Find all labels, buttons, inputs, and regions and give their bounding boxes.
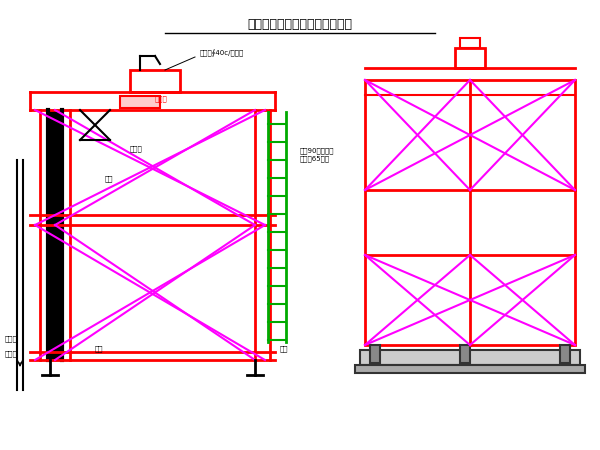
Text: 分水器: 分水器 xyxy=(155,95,168,102)
Text: 底架: 底架 xyxy=(95,345,104,351)
Text: 分风器: 分风器 xyxy=(130,145,143,152)
Text: 简易多功能作业台架结构示意图: 简易多功能作业台架结构示意图 xyxy=(248,18,353,32)
Bar xyxy=(455,48,485,68)
Bar xyxy=(120,96,160,108)
Text: 梯梯: 梯梯 xyxy=(280,345,289,351)
Bar xyxy=(460,38,480,48)
Text: 小型内∮40c/㎡轻轨: 小型内∮40c/㎡轻轨 xyxy=(200,50,244,57)
Text: 斜撑: 斜撑 xyxy=(105,175,113,182)
Bar xyxy=(370,345,380,363)
Bar xyxy=(360,350,580,365)
Bar xyxy=(355,365,585,373)
Bar xyxy=(365,80,575,345)
Bar xyxy=(130,70,180,92)
Text: 通水管: 通水管 xyxy=(5,335,18,342)
Bar xyxy=(460,345,470,363)
Text: 直径90钢管，内
装直径65钢管: 直径90钢管，内 装直径65钢管 xyxy=(300,148,335,162)
Text: 通风管: 通风管 xyxy=(5,350,18,356)
Bar xyxy=(560,345,570,363)
